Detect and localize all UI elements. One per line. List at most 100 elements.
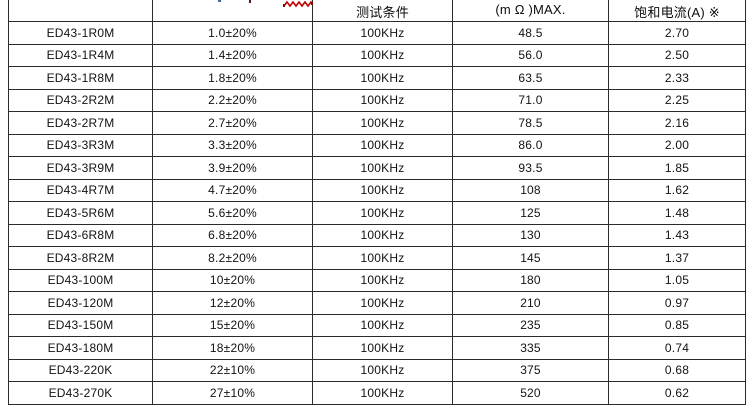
table-row: ED43-100M 10±20% 100KHz 180 1.05 [9, 269, 747, 293]
spellcheck-squiggle-icon [283, 0, 313, 8]
cell-dcr-max: 108 [453, 179, 609, 203]
table-row: ED43-220K 22±10% 100KHz 375 0.68 [9, 359, 747, 383]
cell-dcr-max: 86.0 [453, 134, 609, 158]
cell-saturation-current: 2.00 [609, 134, 746, 158]
cell-inductance: 15±20% [153, 314, 313, 338]
cell-dcr-max: 93.5 [453, 157, 609, 180]
cell-inductance: 1.8±20% [153, 67, 313, 90]
cell-dcr-max: 335 [453, 337, 609, 360]
squiggle-line [283, 0, 313, 8]
cell-inductance: 5.6±20% [153, 202, 313, 225]
cell-saturation-current: 0.62 [609, 382, 746, 405]
table-row: ED43-1R4M 1.4±20% 100KHz 56.0 2.50 [9, 44, 747, 68]
cell-part-number: ED43-3R9M [9, 157, 153, 180]
cell-test-condition: 100KHz [313, 157, 453, 180]
cell-dcr-max: 78.5 [453, 112, 609, 135]
cell-test-condition: 100KHz [313, 134, 453, 158]
cell-saturation-current: 2.33 [609, 67, 746, 90]
cell-test-condition: 100KHz [313, 359, 453, 383]
cell-dcr-max: 180 [453, 269, 609, 293]
cell-saturation-current: 1.43 [609, 224, 746, 248]
cell-inductance: 27±10% [153, 382, 313, 405]
cell-saturation-current: 0.68 [609, 359, 746, 383]
cell-dcr-max: 48.5 [453, 22, 609, 45]
cell-saturation-current: 0.74 [609, 337, 746, 360]
cell-part-number: ED43-5R6M [9, 202, 153, 225]
cell-test-condition: 100KHz [313, 314, 453, 338]
table-row: ED43-5R6M 5.6±20% 100KHz 125 1.48 [9, 202, 747, 225]
table-row: ED43-1R0M 1.0±20% 100KHz 48.5 2.70 [9, 22, 747, 45]
cell-inductance: 2.7±20% [153, 112, 313, 135]
cell-part-number: ED43-1R0M [9, 22, 153, 45]
cell-inductance: 1.0±20% [153, 22, 313, 45]
cell-inductance: 3.9±20% [153, 157, 313, 180]
cell-part-number: ED43-6R8M [9, 224, 153, 248]
cell-saturation-current: 1.85 [609, 157, 746, 180]
cell-inductance: 4.7±20% [153, 179, 313, 203]
cell-saturation-current: 1.37 [609, 247, 746, 270]
cell-inductance: 2.2±20% [153, 89, 313, 113]
table-row: ED43-180M 18±20% 100KHz 335 0.74 [9, 337, 747, 360]
cell-part-number: ED43-270K [9, 382, 153, 405]
cell-dcr-max: 235 [453, 314, 609, 338]
header-cell-saturation-current: 饱和电流(A) ※ [609, 0, 746, 22]
cell-saturation-current: 2.50 [609, 44, 746, 68]
cell-test-condition: 100KHz [313, 224, 453, 248]
table-row: ED43-2R2M 2.2±20% 100KHz 71.0 2.25 [9, 89, 747, 113]
cell-dcr-max: 56.0 [453, 44, 609, 68]
cell-dcr-max: 375 [453, 359, 609, 383]
cell-part-number: ED43-120M [9, 292, 153, 315]
table-row: ED43-6R8M 6.8±20% 100KHz 130 1.43 [9, 224, 747, 248]
table-header-row: 测试条件 (m Ω )MAX. 饱和电流(A) ※ [9, 0, 747, 22]
cell-inductance: 3.3±20% [153, 134, 313, 158]
table-row: ED43-2R7M 2.7±20% 100KHz 78.5 2.16 [9, 112, 747, 135]
cell-dcr-max: 130 [453, 224, 609, 248]
header-cell-inductance [153, 0, 313, 22]
cell-inductance: 8.2±20% [153, 247, 313, 270]
cell-inductance: 1.4±20% [153, 44, 313, 68]
cell-test-condition: 100KHz [313, 269, 453, 293]
cell-part-number: ED43-150M [9, 314, 153, 338]
cell-test-condition: 100KHz [313, 202, 453, 225]
table-body: ED43-1R0M 1.0±20% 100KHz 48.5 2.70 ED43-1R4M 1… [9, 22, 747, 405]
cell-dcr-max: 210 [453, 292, 609, 315]
cutoff-text-fragment [218, 0, 221, 2]
table-row: ED43-1R8M 1.8±20% 100KHz 63.5 2.33 [9, 67, 747, 90]
cell-part-number: ED43-180M [9, 337, 153, 360]
spec-table: 测试条件 (m Ω )MAX. 饱和电流(A) ※ ED43-1R0M 1.0±2… [8, 0, 747, 405]
table-row: ED43-270K 27±10% 100KHz 520 0.62 [9, 382, 747, 405]
table-row: ED43-120M 12±20% 100KHz 210 0.97 [9, 292, 747, 315]
cell-test-condition: 100KHz [313, 382, 453, 405]
cell-inductance: 12±20% [153, 292, 313, 315]
cell-dcr-max: 125 [453, 202, 609, 225]
table-row: ED43-3R3M 3.3±20% 100KHz 86.0 2.00 [9, 134, 747, 158]
header-cell-part-number [9, 0, 153, 22]
cell-saturation-current: 0.97 [609, 292, 746, 315]
cell-part-number: ED43-1R8M [9, 67, 153, 90]
cell-part-number: ED43-3R3M [9, 134, 153, 158]
cell-part-number: ED43-2R7M [9, 112, 153, 135]
table-row: ED43-150M 15±20% 100KHz 235 0.85 [9, 314, 747, 338]
cell-dcr-max: 63.5 [453, 67, 609, 90]
cell-saturation-current: 1.48 [609, 202, 746, 225]
cell-inductance: 10±20% [153, 269, 313, 293]
cell-test-condition: 100KHz [313, 22, 453, 45]
cell-inductance: 6.8±20% [153, 224, 313, 248]
cell-dcr-max: 520 [453, 382, 609, 405]
cell-test-condition: 100KHz [313, 179, 453, 203]
cell-dcr-max: 145 [453, 247, 609, 270]
cell-part-number: ED43-4R7M [9, 179, 153, 203]
cell-saturation-current: 1.62 [609, 179, 746, 203]
cell-saturation-current: 2.70 [609, 22, 746, 45]
table-row: ED43-3R9M 3.9±20% 100KHz 93.5 1.85 [9, 157, 747, 180]
cell-test-condition: 100KHz [313, 112, 453, 135]
table-row: ED43-4R7M 4.7±20% 100KHz 108 1.62 [9, 179, 747, 203]
table-row: ED43-8R2M 8.2±20% 100KHz 145 1.37 [9, 247, 747, 270]
cell-inductance: 18±20% [153, 337, 313, 360]
cell-test-condition: 100KHz [313, 292, 453, 315]
cell-saturation-current: 2.25 [609, 89, 746, 113]
cell-test-condition: 100KHz [313, 89, 453, 113]
cell-saturation-current: 2.16 [609, 112, 746, 135]
cell-test-condition: 100KHz [313, 337, 453, 360]
